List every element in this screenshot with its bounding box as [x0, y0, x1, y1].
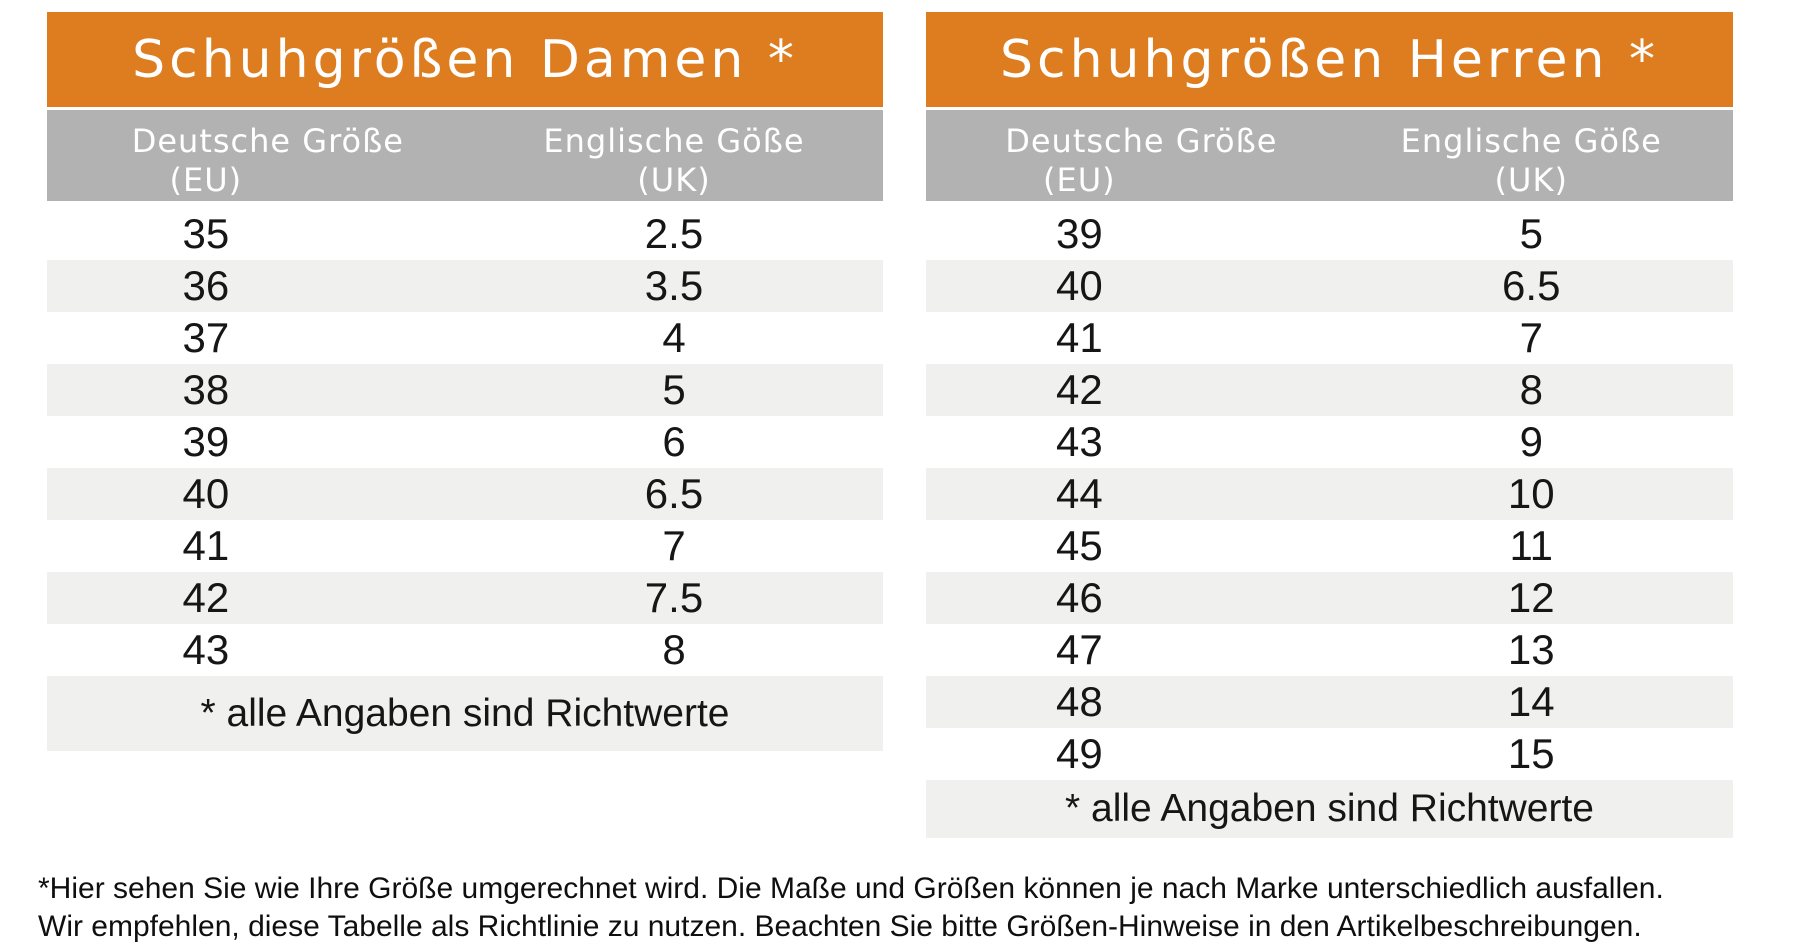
- table-herren: Schuhgrößen Herren * Deutsche Größe (EU)…: [926, 12, 1733, 838]
- uk-size-cell: 6.5: [1502, 262, 1561, 309]
- column-header-uk: Englische Göße (UK): [1233, 122, 1733, 200]
- column-header-uk: Englische Göße (UK): [365, 122, 883, 200]
- eu-size-cell: 43: [182, 626, 230, 673]
- table-damen-footnote: * alle Angaben sind Richtwerte: [47, 676, 883, 751]
- table-row: 39 6: [47, 416, 883, 468]
- table-row: 35 2.5: [47, 208, 883, 260]
- table-damen-column-headers: Deutsche Größe (EU) Englische Göße (UK): [47, 110, 883, 201]
- uk-size-cell: 7: [662, 522, 686, 569]
- column-header-eu: Deutsche Größe (EU): [47, 122, 403, 200]
- table-row: 41 7: [926, 312, 1733, 364]
- table-row: 44 10: [926, 468, 1733, 520]
- uk-size-cell: 3.5: [644, 262, 704, 309]
- uk-size-cell: 11: [1509, 522, 1554, 569]
- table-row: 43 9: [926, 416, 1733, 468]
- uk-size-cell: 2.5: [644, 210, 704, 257]
- column-header-eu-unit: (EU): [169, 160, 243, 199]
- uk-size-cell: 7: [1519, 314, 1543, 361]
- column-header-uk-label: Englische Göße: [543, 121, 805, 160]
- disclaimer-line-1: *Hier sehen Sie wie Ihre Größe umgerechn…: [38, 872, 1664, 905]
- table-herren-column-headers: Deutsche Größe (EU) Englische Göße (UK): [926, 110, 1733, 201]
- table-damen-rows: 35 2.5 36 3.5 37 4 38 5 39 6 40 6.5 41 7 42 7.5 43 8: [47, 208, 883, 676]
- eu-size-cell: 45: [1055, 522, 1103, 569]
- column-header-uk-label: Englische Göße: [1400, 121, 1662, 160]
- table-row: 49 15: [926, 728, 1733, 780]
- uk-size-cell: 8: [662, 626, 686, 673]
- eu-size-cell: 49: [1055, 730, 1103, 777]
- eu-size-cell: 43: [1055, 418, 1103, 465]
- table-row: 42 8: [926, 364, 1733, 416]
- eu-size-cell: 35: [182, 210, 230, 257]
- column-header-eu-label: Deutsche Größe: [131, 121, 404, 160]
- eu-size-cell: 42: [182, 574, 230, 621]
- uk-size-cell: 6.5: [644, 470, 704, 517]
- uk-size-cell: 13: [1507, 626, 1555, 673]
- uk-size-cell: 4: [662, 314, 686, 361]
- table-row: 36 3.5: [47, 260, 883, 312]
- eu-size-cell: 36: [182, 262, 230, 309]
- table-row: 48 14: [926, 676, 1733, 728]
- size-chart-page: { "colors": { "accent_orange": "#DD7D20"…: [38, 12, 1733, 943]
- column-header-uk-unit: (UK): [637, 160, 711, 199]
- uk-size-cell: 5: [662, 366, 686, 413]
- eu-size-cell: 44: [1055, 470, 1103, 517]
- eu-size-cell: 41: [1055, 314, 1103, 361]
- table-damen: Schuhgrößen Damen * Deutsche Größe (EU) …: [47, 12, 883, 751]
- uk-size-cell: 8: [1519, 366, 1543, 413]
- uk-size-cell: 10: [1507, 470, 1555, 517]
- table-row: 38 5: [47, 364, 883, 416]
- table-row: 45 11: [926, 520, 1733, 572]
- uk-size-cell: 15: [1507, 730, 1555, 777]
- disclaimer-line-2: Wir empfehlen, diese Tabelle als Richtli…: [38, 910, 1642, 943]
- table-row: 41 7: [47, 520, 883, 572]
- table-row: 46 12: [926, 572, 1733, 624]
- uk-size-cell: 7.5: [644, 574, 704, 621]
- uk-size-cell: 9: [1519, 418, 1543, 465]
- table-herren-title: Schuhgrößen Herren *: [926, 12, 1733, 107]
- eu-size-cell: 40: [1055, 262, 1103, 309]
- table-row: 37 4: [47, 312, 883, 364]
- uk-size-cell: 6: [662, 418, 686, 465]
- table-row: 42 7.5: [47, 572, 883, 624]
- uk-size-cell: 14: [1507, 678, 1555, 725]
- eu-size-cell: 38: [182, 366, 230, 413]
- column-header-eu-label: Deutsche Größe: [1005, 121, 1278, 160]
- eu-size-cell: 47: [1055, 626, 1103, 673]
- column-header-eu-unit: (EU): [1043, 160, 1116, 199]
- column-header-uk-unit: (UK): [1494, 160, 1568, 199]
- eu-size-cell: 46: [1055, 574, 1103, 621]
- uk-size-cell: 12: [1507, 574, 1555, 621]
- table-row: 40 6.5: [47, 468, 883, 520]
- eu-size-cell: 39: [182, 418, 230, 465]
- table-herren-rows: 39 5 40 6.5 41 7 42 8 43 9 44 10 45 11 46 12 47 13 48 14 49 1…: [926, 208, 1733, 780]
- table-damen-title: Schuhgrößen Damen *: [47, 12, 883, 107]
- eu-size-cell: 42: [1055, 366, 1103, 413]
- column-header-eu: Deutsche Größe (EU): [926, 122, 1276, 200]
- table-row: 47 13: [926, 624, 1733, 676]
- table-row: 43 8: [47, 624, 883, 676]
- eu-size-cell: 37: [182, 314, 230, 361]
- table-row: 40 6.5: [926, 260, 1733, 312]
- table-row: 39 5: [926, 208, 1733, 260]
- eu-size-cell: 48: [1055, 678, 1103, 725]
- eu-size-cell: 39: [1055, 210, 1103, 257]
- uk-size-cell: 5: [1519, 210, 1543, 257]
- eu-size-cell: 40: [182, 470, 230, 517]
- table-herren-footnote: * alle Angaben sind Richtwerte: [926, 780, 1733, 838]
- eu-size-cell: 41: [182, 522, 230, 569]
- disclaimer-text: *Hier sehen Sie wie Ihre Größe umgerechn…: [38, 870, 1783, 946]
